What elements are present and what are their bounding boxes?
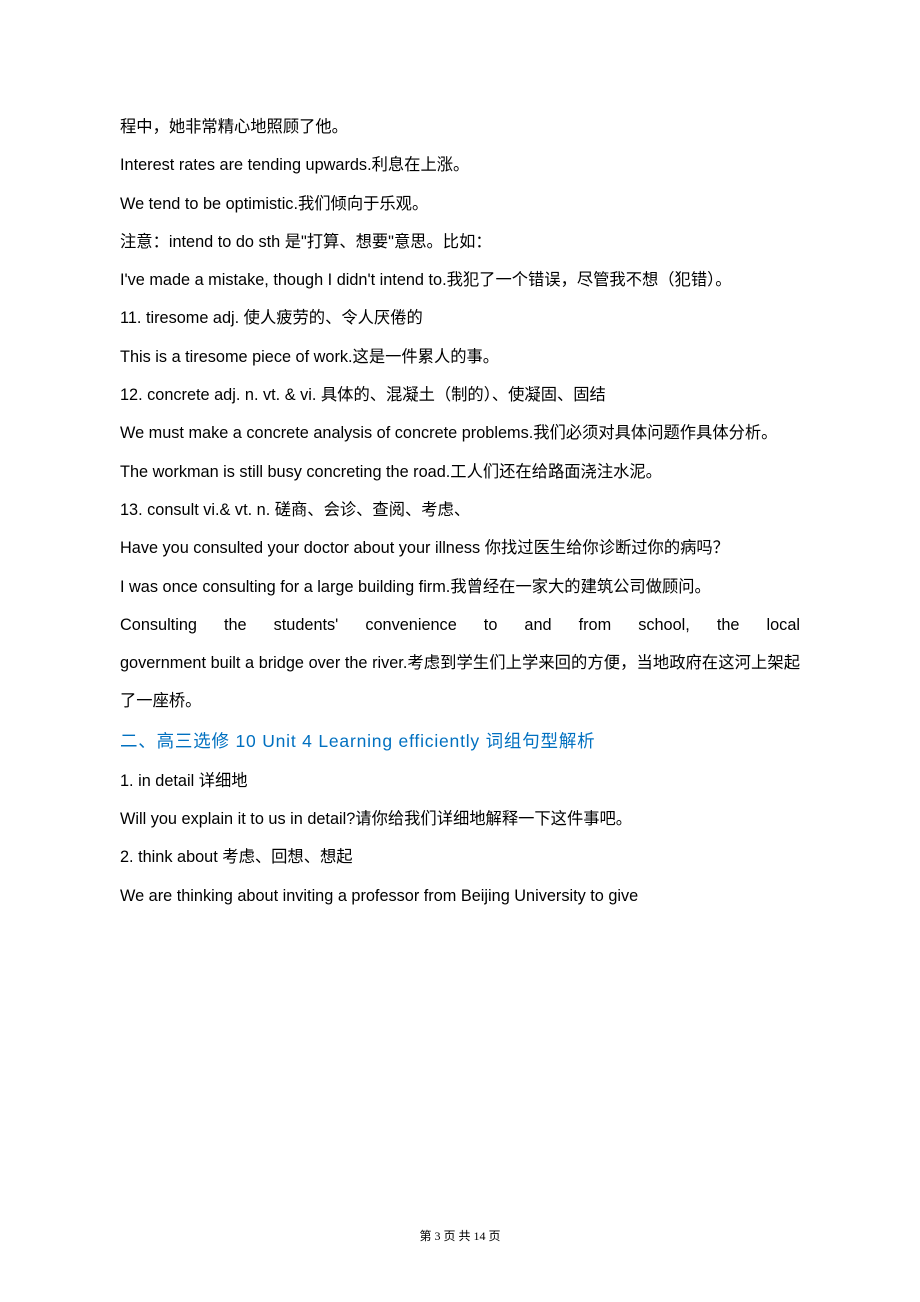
text-line: 程中，她非常精心地照顾了他。	[120, 108, 800, 146]
text-line: 注意：intend to do sth 是"打算、想要"意思。比如：	[120, 223, 800, 261]
text-line: 11. tiresome adj. 使人疲劳的、令人厌倦的	[120, 299, 800, 337]
text-line: 12. concrete adj. n. vt. & vi. 具体的、混凝土（制…	[120, 376, 800, 414]
text-line: 1. in detail 详细地	[120, 762, 800, 800]
text-line: I've made a mistake, though I didn't int…	[120, 261, 800, 299]
text-line: 2. think about 考虑、回想、想起	[120, 838, 800, 876]
page-footer: 第 3 页 共 14 页	[0, 1227, 920, 1244]
text-line: I was once consulting for a large buildi…	[120, 568, 800, 606]
section-heading: 二、高三选修 10 Unit 4 Learning efficiently 词组…	[120, 721, 800, 762]
text-line: This is a tiresome piece of work.这是一件累人的…	[120, 338, 800, 376]
text-line: Interest rates are tending upwards.利息在上涨…	[120, 146, 800, 184]
text-line: Have you consulted your doctor about you…	[120, 529, 800, 567]
text-line: We tend to be optimistic.我们倾向于乐观。	[120, 185, 800, 223]
document-page: 程中，她非常精心地照顾了他。 Interest rates are tendin…	[0, 0, 920, 1302]
text-line: Consulting the students' convenience to …	[120, 606, 800, 644]
text-line: We are thinking about inviting a profess…	[120, 877, 800, 915]
page-content: 程中，她非常精心地照顾了他。 Interest rates are tendin…	[120, 108, 800, 915]
text-line: We must make a concrete analysis of conc…	[120, 414, 800, 452]
text-line: government built a bridge over the river…	[120, 644, 800, 721]
text-line: The workman is still busy concreting the…	[120, 453, 800, 491]
text-line: 13. consult vi.& vt. n. 磋商、会诊、查阅、考虑、	[120, 491, 800, 529]
text-line: Will you explain it to us in detail?请你给我…	[120, 800, 800, 838]
